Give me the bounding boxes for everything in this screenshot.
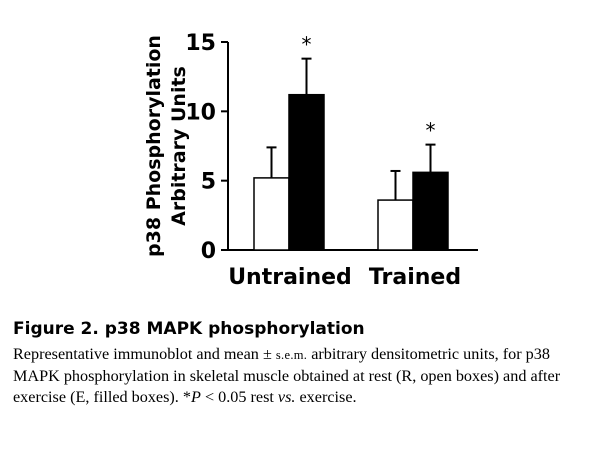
y-tick-label: 15 <box>185 31 216 56</box>
caption-p: P <box>191 388 201 406</box>
caption-text-4: exercise. <box>295 388 357 406</box>
bar <box>412 171 449 251</box>
y-tick-label: 10 <box>185 100 216 125</box>
bar <box>253 177 290 251</box>
figure-caption-block: Figure 2. p38 MAPK phosphorylation Repre… <box>13 318 588 408</box>
significance-marker: * <box>302 33 312 57</box>
caption-text-3: < 0.05 rest <box>200 388 278 406</box>
bar <box>288 93 325 251</box>
x-category-label: Trained <box>369 265 461 290</box>
figure-title: Figure 2. p38 MAPK phosphorylation <box>13 319 365 339</box>
bar-chart: 0 5 10 15 p38 Phosphorylation Arbitrary Units… <box>143 31 478 290</box>
chart-bars <box>253 57 449 251</box>
caption-text-2: arbitrary densitometric units, for p38 M… <box>13 345 561 406</box>
y-tick-label: 5 <box>201 170 216 195</box>
y-axis-label-line2: Arbitrary Units <box>168 66 190 226</box>
significance-marker: * <box>426 119 436 143</box>
x-category-label: Untrained <box>228 265 352 290</box>
caption-text-1: Representative immunoblot and mean ± <box>13 345 276 363</box>
caption-vs: vs. <box>277 388 296 406</box>
y-tick-label: 0 <box>201 239 216 264</box>
bar <box>377 199 414 251</box>
figure-caption: Representative immunoblot and mean ± s.e… <box>13 344 588 408</box>
y-axis-label-line1: p38 Phosphorylation <box>143 35 165 257</box>
chart-labels: 0 5 10 15 p38 Phosphorylation Arbitrary Units… <box>143 31 461 290</box>
caption-sem: s.e.m. <box>275 348 308 362</box>
